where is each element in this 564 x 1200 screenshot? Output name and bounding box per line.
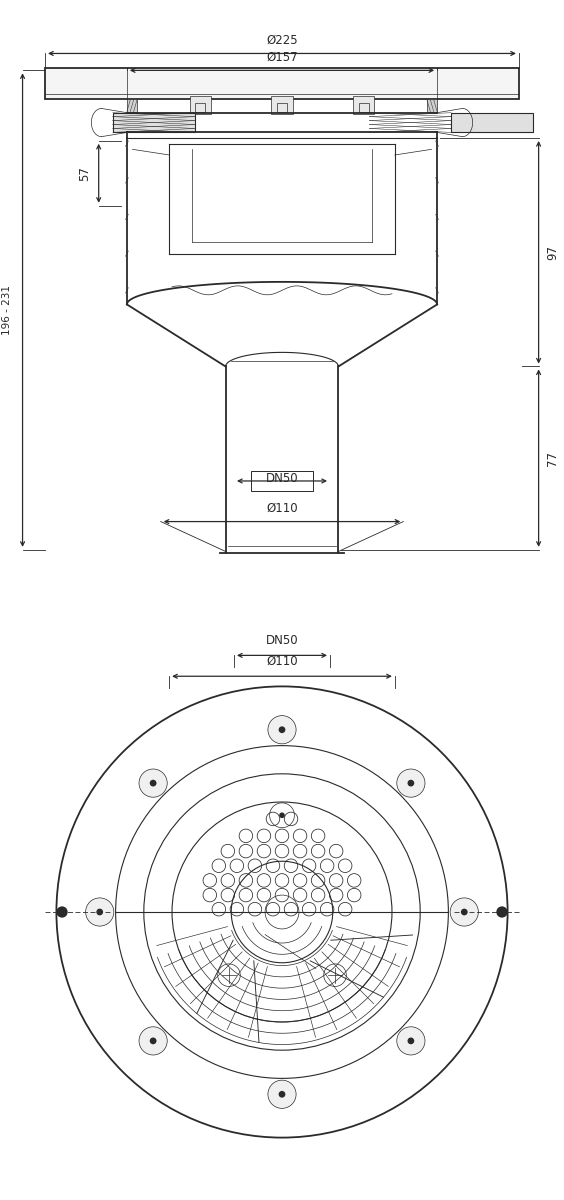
Circle shape [268,715,296,744]
Circle shape [149,1038,156,1044]
Bar [113,113,195,132]
Bar [451,113,533,132]
Circle shape [86,898,114,926]
Circle shape [397,1027,425,1055]
Circle shape [139,1027,167,1055]
Bar [427,98,437,112]
Text: Ø225: Ø225 [266,34,298,47]
Circle shape [139,769,167,797]
Circle shape [149,780,156,786]
Bar [277,102,287,112]
Text: Ø157: Ø157 [266,50,298,64]
Circle shape [496,906,508,918]
Text: DN50: DN50 [266,472,298,485]
Bar [127,98,137,112]
Bar [190,96,211,114]
Text: DN50: DN50 [266,634,298,647]
Circle shape [408,780,415,786]
Circle shape [56,906,68,918]
Bar [195,102,205,112]
Circle shape [397,769,425,797]
Bar [45,67,519,98]
Circle shape [279,812,285,818]
Circle shape [450,898,478,926]
Circle shape [279,1091,285,1098]
Text: 77: 77 [546,451,559,466]
Text: Ø110: Ø110 [266,655,298,667]
Text: 196 - 231: 196 - 231 [2,286,12,335]
Bar [251,470,313,491]
Bar [271,96,293,114]
Bar [353,96,374,114]
Circle shape [268,1080,296,1109]
Text: Ø110: Ø110 [266,502,298,515]
Circle shape [408,1038,415,1044]
Circle shape [461,908,468,916]
Circle shape [96,908,103,916]
Text: 97: 97 [546,245,559,259]
Bar [359,102,369,112]
Circle shape [279,726,285,733]
Text: 57: 57 [78,166,91,181]
